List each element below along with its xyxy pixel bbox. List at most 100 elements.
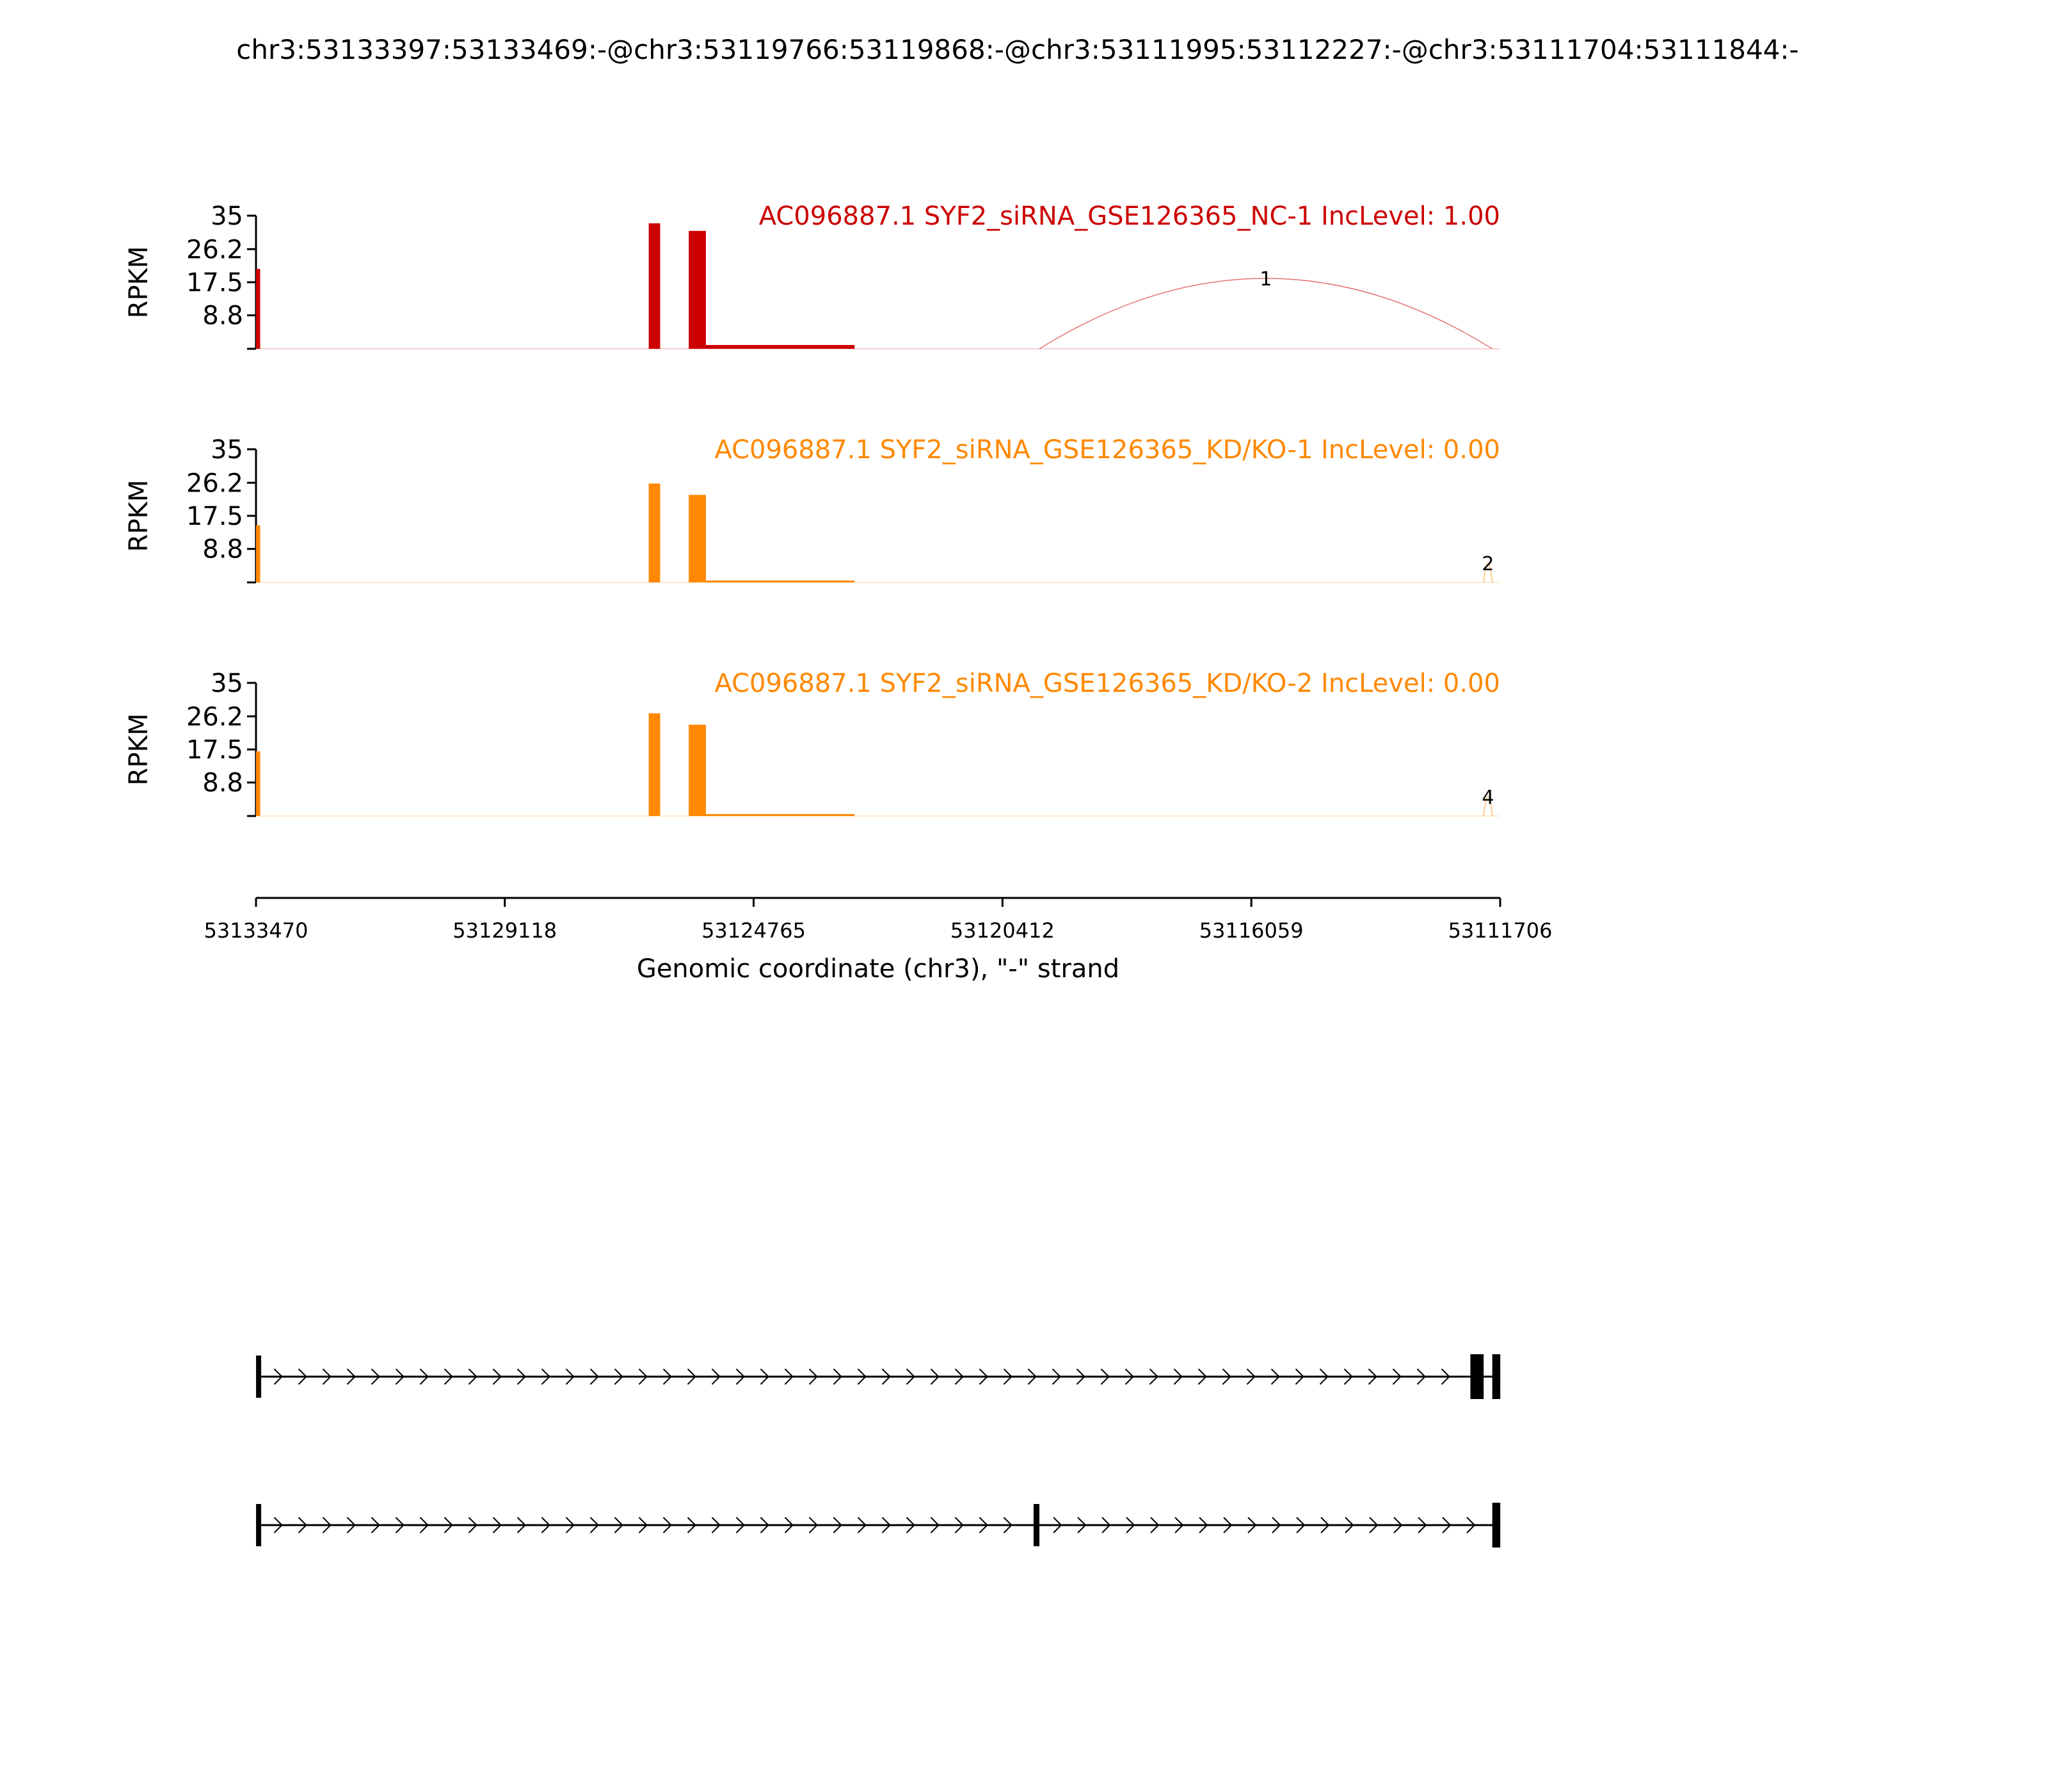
strand-chevron xyxy=(1368,1368,1377,1385)
strand-chevron xyxy=(273,1517,283,1533)
strand-chevron xyxy=(1173,1368,1183,1385)
strand-chevron xyxy=(371,1368,380,1385)
strand-chevron xyxy=(322,1368,332,1385)
x-tick-label: 53116059 xyxy=(1199,918,1304,943)
exon-block xyxy=(256,1504,262,1546)
exon-block xyxy=(1492,1503,1501,1548)
chart-title: chr3:53133397:53133469:-@chr3:53119766:5… xyxy=(236,34,1798,65)
strand-chevron xyxy=(1441,1368,1450,1385)
strand-chevron xyxy=(1052,1368,1061,1385)
coverage-bar xyxy=(705,814,855,816)
strand-chevron xyxy=(784,1368,794,1385)
track-3: 8.8 17.526.2 35 RPKM AC096887.1 SYF2_siRNA_G… xyxy=(124,669,1500,817)
strand-chevron xyxy=(468,1517,477,1533)
junction-count: 2 xyxy=(1482,553,1494,575)
y-axis-label: RPKM xyxy=(124,480,154,552)
strand-chevron xyxy=(516,1368,526,1385)
junction-arc xyxy=(1039,278,1493,349)
strand-chevron xyxy=(735,1517,745,1533)
y-axis-label: RPKM xyxy=(124,714,154,786)
strand-chevron xyxy=(808,1368,818,1385)
strand-chevron xyxy=(1442,1517,1452,1533)
strand-chevron xyxy=(1174,1517,1184,1533)
strand-chevron xyxy=(1003,1368,1012,1385)
strand-chevron xyxy=(687,1517,696,1533)
strand-chevron xyxy=(1320,1517,1330,1533)
x-tick-label: 53133470 xyxy=(204,918,308,943)
track-title: AC096887.1 SYF2_siRNA_GSE126365_KD/KO-1 … xyxy=(714,435,1500,465)
y-tick-label: 17.5 xyxy=(186,502,243,531)
strand-chevron xyxy=(1150,1517,1160,1533)
strand-chevron xyxy=(492,1517,502,1533)
strand-chevron xyxy=(1222,1368,1231,1385)
y-tick-label: 26.2 xyxy=(186,235,243,264)
strand-chevron xyxy=(1393,1517,1403,1533)
y-tick-label: 17.5 xyxy=(186,735,243,765)
strand-chevron xyxy=(589,1368,599,1385)
strand-chevron xyxy=(614,1517,623,1533)
strand-chevron xyxy=(857,1368,867,1385)
x-axis: 53133470 53129118 53124765 53120412 53116059… xyxy=(204,897,1552,943)
strand-chevron xyxy=(833,1517,842,1533)
y-tick-label: 8.8 xyxy=(202,535,243,564)
strand-chevron xyxy=(1270,1368,1280,1385)
strand-chevron xyxy=(1272,1517,1281,1533)
coverage-bar xyxy=(256,751,260,816)
strand-chevron xyxy=(979,1517,988,1533)
strand-chevron xyxy=(662,1517,672,1533)
strand-chevron xyxy=(638,1368,648,1385)
coverage-bar xyxy=(689,724,706,816)
strand-chevron xyxy=(1246,1368,1256,1385)
strand-chevron xyxy=(273,1368,283,1385)
strand-chevron xyxy=(322,1517,332,1533)
strand-chevron xyxy=(371,1517,380,1533)
track-title: AC096887.1 SYF2_siRNA_GSE126365_KD/KO-2 … xyxy=(714,669,1500,698)
strand-chevron xyxy=(444,1368,453,1385)
exon-block xyxy=(1492,1354,1501,1399)
coverage-bar xyxy=(689,230,706,349)
strand-chevron xyxy=(492,1368,502,1385)
x-tick-label: 53129118 xyxy=(452,918,557,943)
y-axis-label: RPKM xyxy=(124,246,154,319)
strand-chevron xyxy=(1296,1517,1306,1533)
strand-chevron xyxy=(1343,1368,1353,1385)
strand-chevron xyxy=(565,1517,575,1533)
strand-chevron xyxy=(1223,1517,1233,1533)
strand-chevron xyxy=(687,1368,696,1385)
exon-block xyxy=(1470,1354,1484,1399)
strand-chevron xyxy=(468,1368,477,1385)
strand-chevron xyxy=(1416,1368,1426,1385)
isoform-models xyxy=(256,1354,1501,1548)
strand-chevron xyxy=(1053,1517,1062,1533)
coverage-bar xyxy=(648,713,660,816)
coverage-bar xyxy=(256,269,260,349)
y-tick-label: 26.2 xyxy=(186,468,243,498)
strand-chevron xyxy=(1345,1517,1354,1533)
strand-chevron xyxy=(1149,1368,1158,1385)
strand-chevron xyxy=(930,1368,940,1385)
x-tick-label: 53124765 xyxy=(701,918,806,943)
strand-chevron xyxy=(1076,1368,1085,1385)
track-1: 8.817.5 26.2 35 RPKM AC096887.1 SYF2_siRNA_G… xyxy=(124,202,1500,350)
y-tick-label: 8.8 xyxy=(202,769,243,798)
strand-chevron xyxy=(711,1517,721,1533)
coverage-bar xyxy=(705,345,855,349)
x-axis-label: Genomic coordinate (chr3), "-" strand xyxy=(637,954,1119,984)
strand-chevron xyxy=(979,1368,988,1385)
strand-chevron xyxy=(906,1517,915,1533)
strand-chevron xyxy=(1197,1368,1207,1385)
coverage-bar xyxy=(256,525,260,582)
y-tick-label: 17.5 xyxy=(186,268,243,298)
y-tick-label: 35 xyxy=(211,435,243,465)
y-tick-label: 35 xyxy=(211,202,243,231)
strand-chevron xyxy=(1126,1517,1135,1533)
y-tick-label: 35 xyxy=(211,669,243,698)
strand-chevron xyxy=(395,1517,404,1533)
strand-chevron xyxy=(881,1368,891,1385)
strand-chevron xyxy=(881,1517,891,1533)
strand-chevron xyxy=(954,1517,964,1533)
strand-chevron xyxy=(760,1368,769,1385)
strand-chevron xyxy=(857,1517,867,1533)
strand-chevron xyxy=(735,1368,745,1385)
